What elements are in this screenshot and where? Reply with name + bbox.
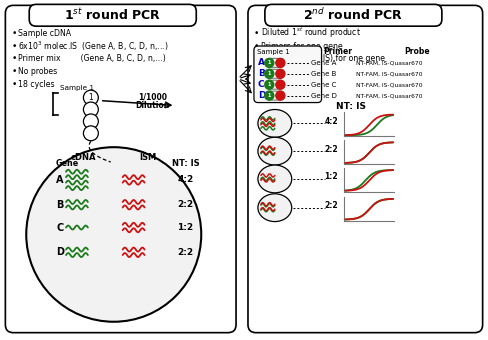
Text: •: •: [254, 41, 259, 51]
Text: D: D: [56, 247, 64, 257]
Text: •: •: [254, 67, 259, 76]
Text: NT-FAM, IS-Quasar670: NT-FAM, IS-Quasar670: [356, 82, 423, 87]
Text: D: D: [258, 91, 265, 100]
FancyBboxPatch shape: [265, 4, 442, 26]
Text: Primer mix        (Gene A, B, C, D, n,...): Primer mix (Gene A, B, C, D, n,...): [18, 54, 166, 64]
FancyBboxPatch shape: [254, 46, 322, 103]
Circle shape: [83, 90, 99, 105]
FancyBboxPatch shape: [248, 5, 483, 333]
Text: C: C: [258, 80, 264, 89]
Circle shape: [265, 91, 274, 100]
Text: 1: 1: [267, 61, 271, 65]
Text: ISM: ISM: [139, 153, 156, 162]
Text: •: •: [254, 29, 259, 38]
Text: 1: 1: [267, 71, 271, 76]
Text: 2:2: 2:2: [177, 248, 193, 257]
Text: 1/1000: 1/1000: [138, 92, 167, 101]
Text: 18 cycles: 18 cycles: [18, 80, 55, 89]
Text: 6x10$^{3}$ molec.IS  (Gene A, B, C, D, n,...): 6x10$^{3}$ molec.IS (Gene A, B, C, D, n,…: [18, 39, 169, 53]
FancyBboxPatch shape: [29, 4, 196, 26]
Text: Sample 1: Sample 1: [257, 49, 290, 55]
Text: 1: 1: [88, 93, 93, 102]
Text: Sample cDNA: Sample cDNA: [18, 29, 71, 38]
Text: NT-FAM, IS-Quasar670: NT-FAM, IS-Quasar670: [356, 93, 423, 98]
Text: 1: 1: [267, 93, 271, 98]
Text: 4:2: 4:2: [177, 175, 193, 184]
Circle shape: [276, 80, 285, 89]
Text: Gene: Gene: [56, 158, 80, 168]
Text: A: A: [56, 175, 63, 185]
Text: Gene C: Gene C: [311, 82, 336, 88]
Circle shape: [265, 80, 274, 89]
Text: No probes: No probes: [18, 67, 58, 76]
Text: Primer: Primer: [323, 48, 352, 56]
Text: 4:2: 4:2: [325, 117, 338, 126]
Circle shape: [26, 147, 201, 322]
Text: Primers for one gene: Primers for one gene: [261, 41, 343, 51]
Text: •: •: [11, 54, 17, 64]
FancyBboxPatch shape: [5, 5, 236, 333]
Text: •: •: [254, 54, 259, 64]
Text: 2:2: 2:2: [325, 145, 338, 154]
Ellipse shape: [258, 165, 292, 193]
Text: A: A: [258, 58, 265, 67]
Text: •: •: [11, 67, 17, 76]
Text: B: B: [56, 200, 63, 210]
Text: NT: IS: NT: IS: [171, 158, 199, 168]
Text: Gene B: Gene B: [311, 71, 336, 77]
Text: 40 cycles: 40 cycles: [261, 67, 298, 76]
Circle shape: [276, 69, 285, 78]
Text: NT: IS: NT: IS: [336, 102, 366, 111]
Circle shape: [276, 58, 285, 67]
Text: 2:2: 2:2: [177, 200, 193, 209]
FancyBboxPatch shape: [265, 69, 285, 78]
FancyBboxPatch shape: [265, 80, 285, 89]
Text: NT-FAM, IS-Quasar670: NT-FAM, IS-Quasar670: [356, 61, 423, 65]
Circle shape: [265, 58, 274, 67]
Text: Diluted 1$^{st}$ round product: Diluted 1$^{st}$ round product: [261, 26, 361, 40]
Text: Gene D: Gene D: [311, 92, 337, 99]
FancyBboxPatch shape: [265, 91, 285, 100]
FancyBboxPatch shape: [265, 58, 285, 67]
Text: 2:2: 2:2: [325, 201, 338, 210]
Circle shape: [276, 91, 285, 100]
Ellipse shape: [258, 194, 292, 222]
Text: 2$^{nd}$ round PCR: 2$^{nd}$ round PCR: [304, 7, 404, 23]
Text: C: C: [56, 222, 63, 233]
Text: Probes (NT and IS) for one gene: Probes (NT and IS) for one gene: [261, 54, 385, 64]
Text: 1: 1: [267, 82, 271, 87]
Text: 1:2: 1:2: [177, 223, 193, 232]
Ellipse shape: [258, 109, 292, 137]
Text: Dilution: Dilution: [135, 101, 170, 110]
Text: cDNA: cDNA: [70, 153, 96, 162]
Ellipse shape: [258, 137, 292, 165]
Text: Gene A: Gene A: [311, 60, 336, 66]
Circle shape: [83, 102, 99, 117]
Text: 1:2: 1:2: [325, 172, 338, 182]
Circle shape: [265, 69, 274, 78]
Text: •: •: [11, 41, 17, 51]
Text: Sample 1: Sample 1: [60, 85, 94, 91]
Circle shape: [83, 114, 99, 129]
Text: 1$^{st}$ round PCR: 1$^{st}$ round PCR: [64, 7, 161, 23]
Text: •: •: [11, 80, 17, 89]
Text: •: •: [11, 29, 17, 38]
Text: B: B: [258, 69, 265, 78]
Circle shape: [83, 126, 99, 141]
Text: Probe: Probe: [404, 48, 430, 56]
Text: NT-FAM, IS-Quasar670: NT-FAM, IS-Quasar670: [356, 71, 423, 76]
